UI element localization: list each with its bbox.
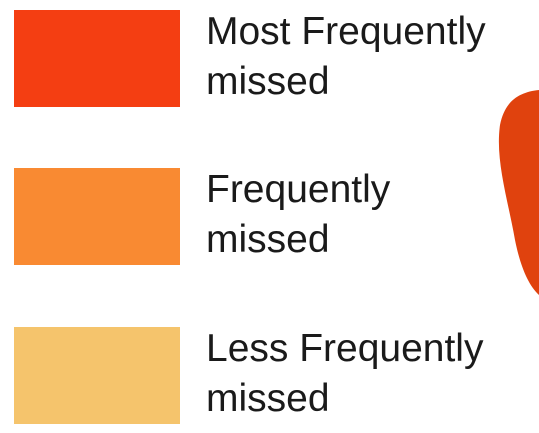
label-line: missed [206, 215, 390, 265]
color-swatch [14, 10, 180, 107]
color-swatch [14, 168, 180, 265]
label-line: Less Frequently [206, 324, 483, 374]
label-line: missed [206, 374, 483, 424]
label-line: Most Frequently [206, 7, 486, 57]
label-line: Frequently [206, 165, 390, 215]
orange-blob [499, 90, 539, 295]
label-line: missed [206, 57, 486, 107]
color-swatch [14, 327, 180, 424]
legend-page: Most FrequentlymissedFrequentlymissedLes… [0, 0, 539, 433]
